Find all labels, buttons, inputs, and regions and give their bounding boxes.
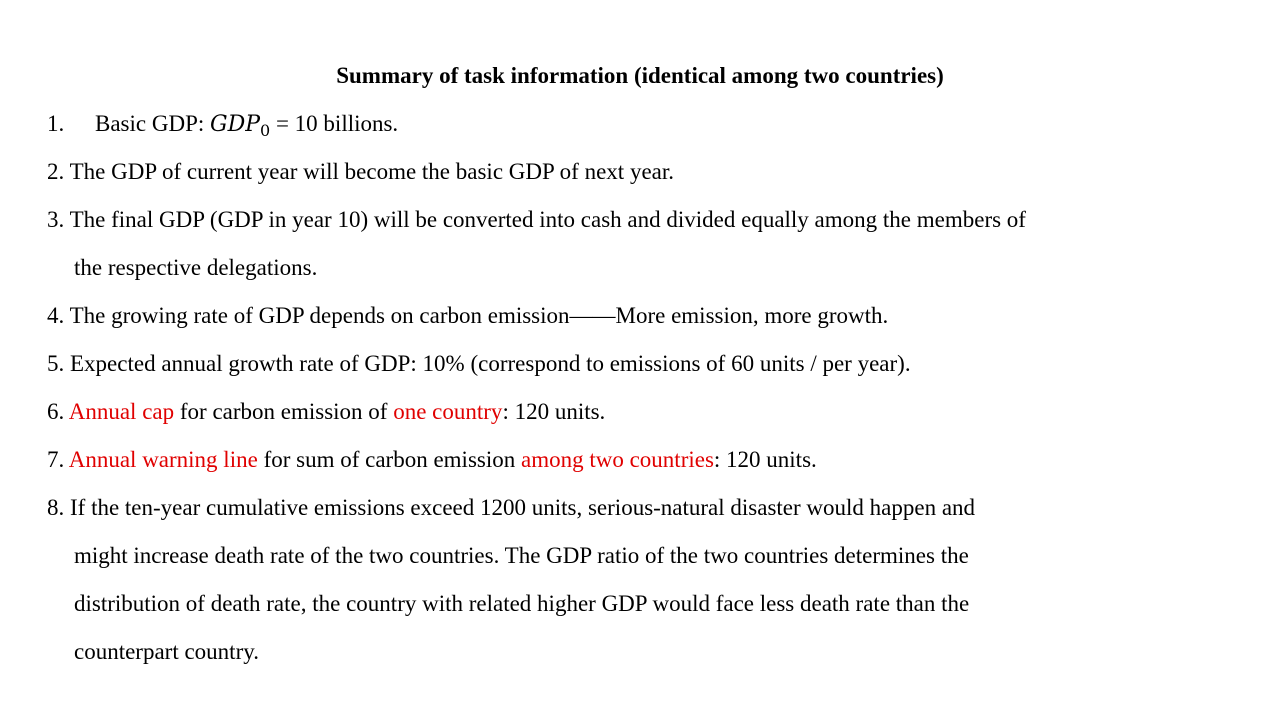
item-text: Expected annual growth rate of GDP: 10% …: [70, 351, 911, 376]
item-number: 3.: [47, 207, 65, 232]
list-item-1: 1. Basic GDP: GDP0 = 10 billions.: [47, 106, 398, 143]
item-text: If the ten-year cumulative emissions exc…: [70, 495, 976, 520]
item-text: The final GDP (GDP in year 10) will be c…: [69, 207, 1026, 232]
item-text-end: : 120 units.: [502, 399, 606, 424]
list-item-4: 4. The growing rate of GDP depends on ca…: [47, 298, 888, 334]
item-number: 7.: [47, 447, 65, 472]
item-number: 4.: [47, 303, 65, 328]
item-number: 2.: [47, 159, 65, 184]
item-text-end: : 120 units.: [713, 447, 817, 472]
highlight-two-countries: among two countries: [521, 447, 714, 472]
item-text: The GDP of current year will become the …: [69, 159, 674, 184]
item-text: Basic GDP:: [95, 111, 210, 136]
list-item-3-continuation: the respective delegations.: [74, 255, 318, 280]
list-item-8-continuation-1: might increase death rate of the two cou…: [74, 543, 969, 568]
item-text-after: = 10 billions.: [270, 111, 399, 136]
list-item-8-continuation-2: distribution of death rate, the country …: [74, 591, 970, 616]
formula-subscript: 0: [260, 121, 271, 140]
list-item-6: 6. Annual cap for carbon emission of one…: [47, 394, 605, 430]
list-item-7: 7. Annual warning line for sum of carbon…: [47, 442, 817, 478]
slide-title: Summary of task information (identical a…: [336, 63, 944, 88]
item-number: 8.: [47, 495, 65, 520]
item-number: 1.: [47, 111, 65, 136]
list-item-5: 5. Expected annual growth rate of GDP: 1…: [47, 346, 911, 382]
list-item-8: 8. If the ten-year cumulative emissions …: [47, 490, 975, 526]
highlight-one-country: one country: [393, 399, 503, 424]
formula-main: GDP: [210, 112, 261, 137]
item-text-mid: for sum of carbon emission: [257, 447, 521, 472]
gdp-formula: GDP0: [210, 112, 271, 140]
item-number: 5.: [47, 351, 65, 376]
list-item-2: 2. The GDP of current year will become t…: [47, 154, 674, 190]
item-text: The growing rate of GDP depends on carbo…: [69, 303, 889, 328]
item-number: 6.: [47, 399, 65, 424]
highlight-annual-cap: Annual cap: [68, 399, 175, 424]
list-item-3: 3. The final GDP (GDP in year 10) will b…: [47, 202, 1026, 238]
highlight-warning-line: Annual warning line: [68, 447, 258, 472]
list-item-8-continuation-3: counterpart country.: [74, 639, 259, 664]
item-text-mid: for carbon emission of: [174, 399, 394, 424]
